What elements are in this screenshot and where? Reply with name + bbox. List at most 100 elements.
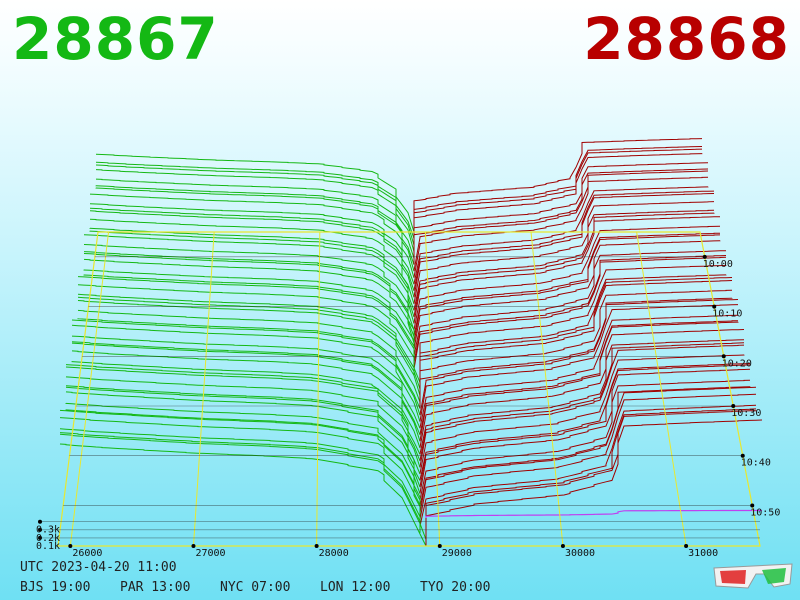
- chart-grid: [40, 231, 761, 547]
- depth-layer: [59, 419, 763, 547]
- ask-curve: [419, 354, 745, 474]
- ask-curve: [419, 274, 727, 383]
- bid-curve: [65, 402, 421, 501]
- ask-curve: [413, 225, 721, 330]
- time-tick-dot: [702, 254, 707, 259]
- depth-layer: [89, 212, 715, 318]
- chart-ticks: 26000 27000 28000 29000 30000 31000 10:00 10:10…: [36, 254, 780, 559]
- depth-layer: [65, 386, 751, 508]
- time-tick-label: 10:20: [722, 358, 752, 369]
- depth-layer: [95, 146, 703, 239]
- ask-curve: [413, 170, 709, 271]
- bid-curve: [83, 274, 415, 363]
- volume-tick-dot: [38, 519, 42, 524]
- depth-layer: [59, 410, 757, 540]
- bid-curve: [89, 207, 415, 292]
- ask-curve: [413, 256, 727, 370]
- bid-curve: [59, 428, 421, 527]
- depth-layer: [65, 364, 751, 488]
- ask-curve: [413, 162, 709, 258]
- clock-lon: LON 12:00: [320, 580, 391, 595]
- depth-layer: [77, 280, 733, 396]
- ask-curve: [413, 176, 709, 278]
- ask-curve: [413, 232, 721, 337]
- time-tick-dot: [750, 503, 755, 508]
- ask-curve: [413, 255, 727, 363]
- price-tick-dot: [684, 544, 689, 548]
- ask-curve: [425, 419, 763, 546]
- depth-layer: [89, 209, 715, 311]
- depth-layer: [89, 186, 709, 285]
- bid-curve: [71, 350, 421, 449]
- price-gridline: [192, 231, 215, 547]
- ask-curve: [419, 363, 751, 481]
- bid-curve: [71, 341, 421, 435]
- ask-curve: [413, 212, 715, 317]
- depth-layer: [71, 329, 745, 449]
- price-tick-dot: [560, 544, 565, 548]
- depth-layer: [95, 168, 709, 265]
- bid-curve: [89, 218, 415, 305]
- clock-par: PAR 13:00: [120, 580, 191, 595]
- bid-curve: [65, 364, 421, 462]
- ask-curve: [425, 410, 757, 539]
- ask-curve: [413, 186, 709, 285]
- bid-curve: [65, 385, 421, 481]
- ask-front-curve: [425, 509, 763, 518]
- bid-curve: [59, 409, 421, 514]
- ask-curve: [419, 379, 751, 500]
- price-gridline: [636, 231, 687, 547]
- time-tick-dot: [712, 304, 717, 309]
- bid-price: 28867: [12, 5, 219, 73]
- ask-curve: [413, 209, 715, 311]
- ask-curve: [419, 368, 751, 494]
- bid-curve: [83, 244, 415, 331]
- ask-curve: [413, 216, 721, 324]
- time-tick-dot: [740, 453, 745, 458]
- ask-curve: [413, 193, 715, 298]
- clock-bjs: BJS 19:00: [20, 580, 91, 595]
- depth-layer: [65, 368, 751, 494]
- depth-layer: [77, 297, 733, 409]
- time-tick-label: 10:00: [703, 259, 733, 270]
- depth-layer: [83, 232, 721, 337]
- bid-curve: [71, 324, 421, 422]
- ask-curve: [419, 321, 739, 441]
- ask-curve: [419, 393, 757, 520]
- price-gridline: [316, 231, 321, 547]
- depth-layer: [65, 363, 751, 481]
- depth-layer: [95, 138, 703, 233]
- ask-curve: [419, 404, 757, 527]
- price-tick-dot: [191, 544, 196, 548]
- bid-curve: [95, 161, 415, 239]
- volume-tick-label: 0.2k: [36, 533, 60, 544]
- volume-tick-dot: [38, 535, 42, 540]
- bid-curve: [77, 300, 421, 396]
- bid-curve: [89, 227, 415, 311]
- bid-curve: [77, 276, 415, 370]
- bid-curve: [77, 293, 421, 383]
- ask-curve: [425, 408, 757, 533]
- volume-tick-dot: [38, 527, 42, 532]
- depth-layer: [65, 344, 745, 468]
- time-tick-dot: [721, 354, 726, 359]
- bid-curve: [95, 169, 415, 252]
- bid-curve: [83, 234, 415, 324]
- bid-curve: [89, 193, 415, 278]
- depth-layer: [65, 342, 745, 462]
- time-tick-dot: [731, 404, 736, 409]
- ask-curve: [419, 364, 751, 487]
- bid-curve: [71, 342, 421, 442]
- bid-curve: [95, 164, 415, 246]
- ask-curve: [419, 289, 733, 402]
- bid-curve: [71, 319, 421, 416]
- depth-layer: [71, 314, 739, 429]
- ask-curve: [419, 329, 745, 448]
- bid-curve: [95, 185, 415, 265]
- 3d-glasses-icon[interactable]: [712, 560, 794, 590]
- bid-curve: [83, 258, 415, 350]
- ask-curve: [413, 138, 703, 232]
- price-tick-label: 30000: [565, 548, 595, 559]
- ask-curve: [413, 234, 721, 343]
